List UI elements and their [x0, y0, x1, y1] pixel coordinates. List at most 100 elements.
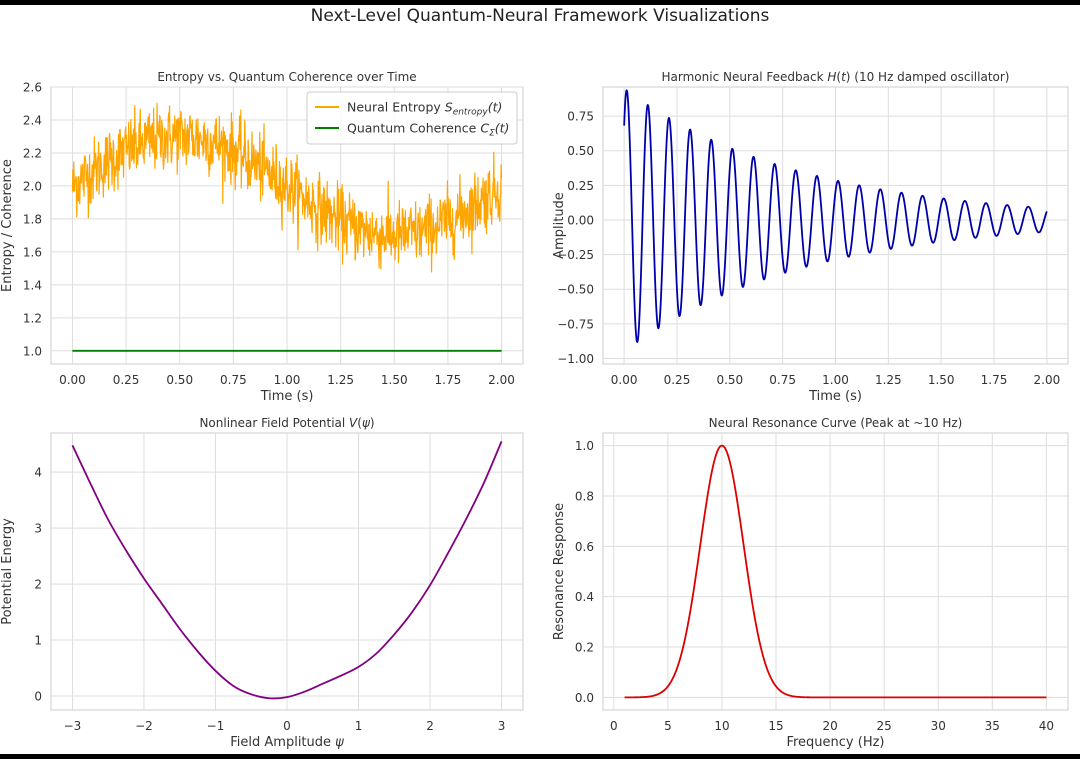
resonance-series-group — [624, 444, 1047, 699]
resonance-series-0-line — [624, 444, 1047, 699]
entropy-y-tick-label: 1.6 — [23, 245, 42, 259]
top-border — [0, 0, 1080, 5]
harmonic-x-tick-label: 0.75 — [769, 373, 796, 387]
entropy-x-tick-label: 2.00 — [488, 373, 515, 387]
entropy-y-tick-label: 2.6 — [23, 81, 42, 95]
harmonic-series-0-line — [623, 89, 1048, 343]
potential-y-ticks: 0 1 2 3 4 — [34, 466, 42, 704]
potential-x-ticks: −3 −2 −1 0 1 2 3 — [64, 719, 506, 733]
potential-series-0-line — [71, 441, 503, 700]
potential-x-tick-label: −3 — [64, 719, 82, 733]
entropy-y-tick-label: 2.2 — [23, 146, 42, 160]
harmonic-x-tick-label: 1.75 — [981, 373, 1008, 387]
entropy-x-tick-label: 1.75 — [435, 373, 462, 387]
figure-title: Next-Level Quantum-Neural Framework Visu… — [310, 6, 770, 26]
entropy-chart-title: Entropy vs. Quantum Coherence over Time — [157, 70, 416, 84]
harmonic-y-ticks: −1.00 −0.75 −0.50 −0.25 0.00 0.25 0.50 0.75 — [557, 110, 594, 366]
legend-label-neural-entropy-symbol: S — [445, 100, 453, 115]
potential-title-part: ψ — [362, 416, 371, 430]
harmonic-grid — [603, 87, 1068, 364]
resonance-y-tick-label: 0.6 — [575, 540, 594, 554]
entropy-x-tick-label: 1.00 — [274, 373, 301, 387]
harmonic-y-tick-label: −0.75 — [557, 317, 594, 331]
potential-x-tick-label: 3 — [498, 719, 506, 733]
resonance-x-tick-label: 25 — [877, 719, 892, 733]
entropy-x-tick-label: 0.00 — [59, 373, 86, 387]
resonance-x-tick-label: 30 — [931, 719, 946, 733]
potential-y-tick-label: 4 — [34, 466, 42, 480]
harmonic-chart-title: Harmonic Neural Feedback H(t) (10 Hz dam… — [662, 70, 1010, 84]
harmonic-y-label: Amplitude — [552, 192, 567, 259]
entropy-y-label: Entropy / Coherence — [0, 159, 15, 292]
legend-frame — [306, 91, 518, 145]
harmonic-x-label: Time (s) — [808, 389, 862, 404]
resonance-x-ticks: 0 5 10 15 20 25 30 35 40 — [610, 719, 1054, 733]
entropy-series-group — [71, 102, 503, 352]
potential-y-label: Potential Energy — [0, 518, 15, 625]
entropy-chart: Entropy vs. Quantum Coherence over Time … — [0, 70, 524, 404]
harmonic-title-part: t — [841, 70, 847, 84]
harmonic-y-tick-label: −0.50 — [557, 283, 594, 297]
legend-label-quantum-coherence: Quantum Coherence CΣ(t) — [347, 121, 509, 139]
legend-label-quantum-coherence-tail: (t) — [495, 121, 510, 136]
entropy-y-tick-label: 1.0 — [23, 344, 42, 358]
potential-grid — [51, 433, 523, 710]
harmonic-series-group — [623, 89, 1048, 343]
potential-y-tick-label: 3 — [34, 522, 42, 536]
resonance-y-tick-label: 1.0 — [575, 439, 594, 453]
entropy-y-tick-label: 1.2 — [23, 311, 42, 325]
potential-x-label-part: Field Amplitude — [230, 735, 335, 750]
legend-label-neural-entropy-main: Neural Entropy — [347, 100, 445, 115]
potential-chart-title: Nonlinear Field Potential V(ψ) — [199, 416, 374, 430]
potential-x-label: Field Amplitude ψ — [230, 735, 344, 750]
entropy-x-tick-label: 1.50 — [381, 373, 408, 387]
entropy-legend: Neural Entropy Sentropy (t) Quantum Coher… — [306, 91, 518, 145]
harmonic-x-tick-label: 1.25 — [875, 373, 902, 387]
entropy-x-label: Time (s) — [260, 389, 314, 404]
entropy-y-tick-label: 1.4 — [23, 278, 42, 292]
resonance-x-tick-label: 20 — [822, 719, 837, 733]
harmonic-title-part: H — [827, 70, 836, 84]
resonance-x-label: Frequency (Hz) — [786, 735, 884, 750]
legend-label-quantum-coherence-symbol: C — [480, 121, 489, 136]
potential-chart: Nonlinear Field Potential V(ψ) −3 −2 −1 0 1 2… — [0, 416, 524, 750]
entropy-y-tick-label: 1.8 — [23, 212, 42, 226]
potential-x-tick-label: 0 — [283, 719, 291, 733]
harmonic-x-tick-label: 1.50 — [928, 373, 955, 387]
harmonic-title-part: Harmonic Neural Feedback — [662, 70, 828, 84]
potential-x-tick-label: 1 — [355, 719, 363, 733]
potential-x-label-part: ψ — [335, 735, 344, 750]
resonance-chart-title: Neural Resonance Curve (Peak at ~10 Hz) — [709, 416, 963, 430]
harmonic-x-tick-label: 0.25 — [664, 373, 691, 387]
harmonic-title-part: ) (10 Hz damped oscillator) — [846, 70, 1010, 84]
harmonic-y-tick-label: 0.25 — [567, 179, 594, 193]
entropy-x-tick-label: 1.25 — [327, 373, 354, 387]
harmonic-y-tick-label: 0.50 — [567, 144, 594, 158]
harmonic-y-tick-label: −1.00 — [557, 352, 594, 366]
harmonic-chart: Harmonic Neural Feedback H(t) (10 Hz dam… — [552, 70, 1069, 404]
legend-label-quantum-coherence-sub: Σ — [489, 129, 495, 139]
potential-series-group — [71, 441, 503, 700]
harmonic-y-tick-label: −0.25 — [557, 248, 594, 262]
potential-title-part: V — [349, 416, 358, 430]
resonance-y-ticks: 0.0 0.2 0.4 0.6 0.8 1.0 — [575, 439, 594, 705]
harmonic-x-tick-label: 0.00 — [611, 373, 638, 387]
resonance-y-label: Resonance Response — [552, 503, 567, 640]
resonance-x-tick-label: 15 — [768, 719, 783, 733]
harmonic-x-tick-label: 2.00 — [1034, 373, 1061, 387]
entropy-y-ticks: 1.0 1.2 1.4 1.6 1.8 2.0 2.2 2.4 2.6 — [23, 81, 42, 359]
entropy-y-tick-label: 2.4 — [23, 113, 42, 127]
harmonic-x-tick-label: 0.50 — [716, 373, 743, 387]
resonance-x-tick-label: 0 — [610, 719, 618, 733]
resonance-axes-frame — [602, 432, 1069, 711]
bottom-border — [0, 754, 1080, 759]
potential-x-tick-label: −1 — [207, 719, 225, 733]
potential-x-tick-label: −2 — [135, 719, 153, 733]
legend-label-neural-entropy-sub: entropy — [453, 108, 489, 118]
resonance-y-tick-label: 0.2 — [575, 641, 594, 655]
resonance-y-tick-label: 0.4 — [575, 590, 594, 604]
harmonic-x-tick-label: 1.00 — [822, 373, 849, 387]
entropy-x-tick-label: 0.75 — [220, 373, 247, 387]
potential-y-tick-label: 1 — [34, 634, 42, 648]
potential-title-part: ) — [370, 416, 375, 430]
